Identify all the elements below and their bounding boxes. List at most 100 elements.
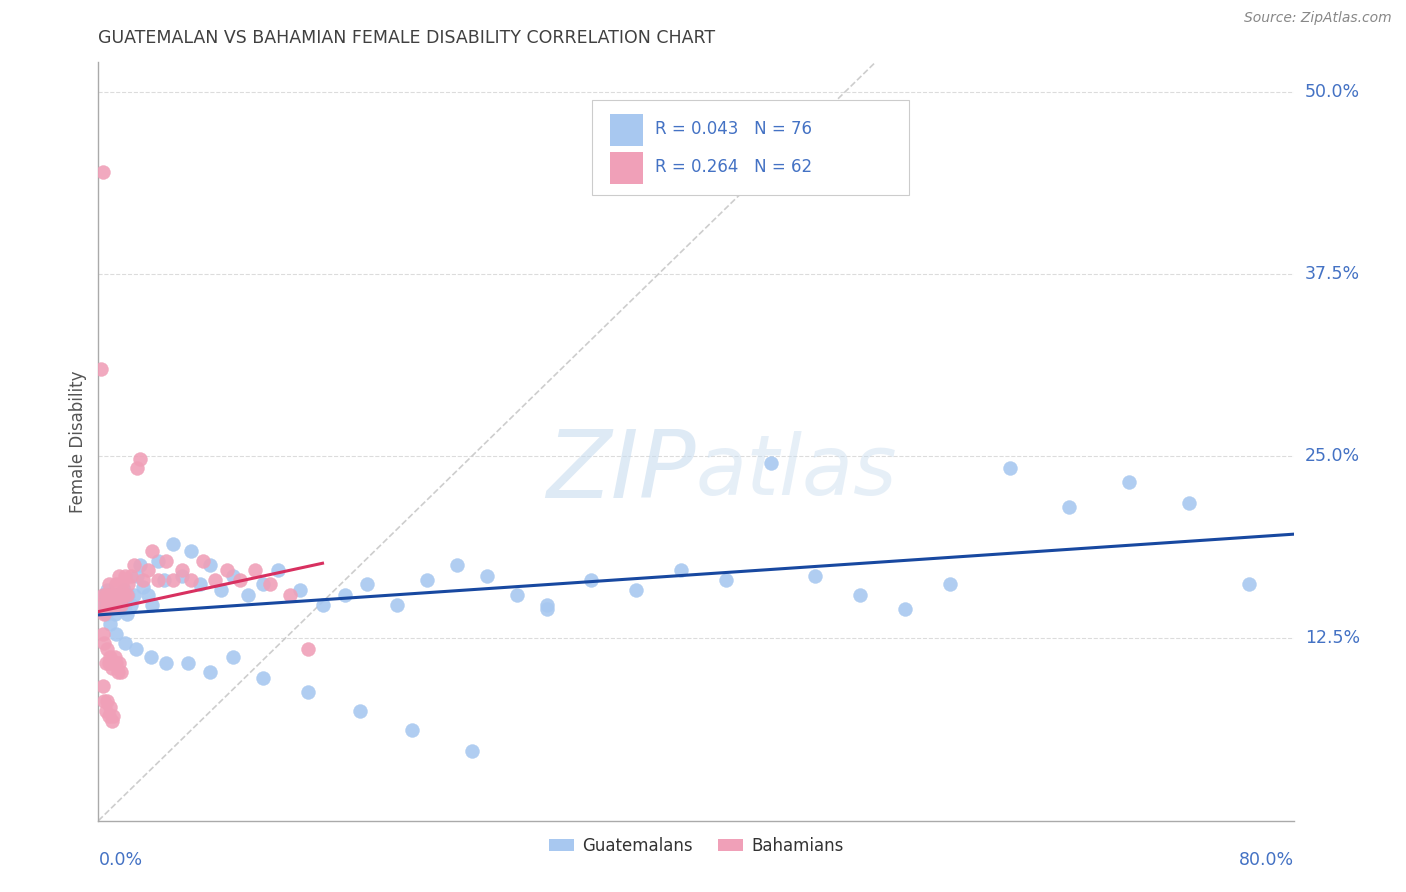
Point [127, 460, 149, 475]
Point [91, 588, 114, 602]
Point [114, 636, 136, 650]
Point [252, 577, 274, 591]
Text: R = 0.264   N = 62: R = 0.264 N = 62 [655, 158, 813, 176]
Point [267, 563, 290, 577]
Point [98, 588, 122, 602]
Point [96, 694, 118, 708]
Point [112, 588, 135, 602]
Point [129, 558, 152, 573]
Point [236, 588, 259, 602]
Text: 25.0%: 25.0% [1305, 447, 1360, 465]
Point [104, 650, 127, 665]
Point [1237, 577, 1260, 591]
Point [475, 568, 498, 582]
Point [105, 577, 128, 591]
Point [172, 563, 194, 577]
Point [849, 588, 872, 602]
Point [124, 558, 146, 573]
Point [1118, 475, 1140, 490]
Point [110, 598, 132, 612]
Text: Source: ZipAtlas.com: Source: ZipAtlas.com [1244, 11, 1392, 25]
Point [125, 641, 148, 656]
Point [229, 573, 252, 587]
Text: 12.5%: 12.5% [1305, 630, 1360, 648]
Point [626, 583, 648, 598]
Point [103, 598, 125, 612]
Point [101, 714, 124, 729]
Point [107, 588, 129, 602]
Point [148, 554, 170, 568]
Point [101, 591, 124, 605]
Point [894, 602, 917, 616]
Point [117, 588, 139, 602]
Point [136, 563, 159, 577]
Point [98, 650, 122, 665]
Point [111, 577, 134, 591]
Point [461, 744, 484, 758]
Point [172, 568, 194, 582]
Point [97, 595, 120, 609]
Point [297, 641, 319, 656]
Point [939, 577, 962, 591]
Point [93, 588, 115, 602]
Point [333, 588, 356, 602]
Point [581, 573, 603, 587]
Point [200, 665, 222, 679]
Point [288, 583, 311, 598]
Point [153, 573, 176, 587]
Point [129, 452, 152, 467]
Point [162, 536, 184, 550]
Point [108, 568, 131, 582]
Point [141, 544, 163, 558]
Point [120, 598, 142, 612]
Point [103, 588, 125, 602]
Point [94, 607, 117, 621]
Point [115, 588, 138, 602]
Point [101, 660, 124, 674]
Point [107, 665, 129, 679]
Point [105, 588, 128, 602]
Point [94, 704, 117, 718]
Point [669, 563, 692, 577]
Point [188, 577, 211, 591]
Point [356, 577, 378, 591]
Point [105, 627, 128, 641]
Point [349, 704, 371, 718]
Point [155, 656, 177, 670]
Point [96, 583, 118, 598]
Point [200, 558, 222, 573]
Point [98, 616, 122, 631]
Point [714, 573, 737, 587]
Point [401, 723, 423, 738]
Text: 50.0%: 50.0% [1305, 83, 1360, 101]
Point [297, 685, 319, 699]
Point [101, 598, 124, 612]
Point [536, 602, 558, 616]
Point [998, 460, 1021, 475]
Point [222, 650, 245, 665]
Point [91, 627, 114, 641]
Point [117, 577, 139, 591]
Point [104, 607, 127, 621]
Point [93, 636, 115, 650]
Point [252, 671, 274, 685]
Point [180, 544, 202, 558]
Point [97, 708, 120, 723]
Point [114, 598, 136, 612]
Point [115, 607, 138, 621]
Point [111, 602, 134, 616]
Point [110, 591, 132, 605]
Point [1178, 496, 1201, 510]
Point [311, 598, 333, 612]
FancyBboxPatch shape [592, 101, 908, 195]
Point [108, 656, 131, 670]
Text: R = 0.043   N = 76: R = 0.043 N = 76 [655, 120, 813, 138]
Point [90, 598, 112, 612]
Point [180, 573, 202, 587]
Legend: Guatemalans, Bahamians: Guatemalans, Bahamians [541, 830, 851, 862]
Text: atlas: atlas [696, 432, 897, 512]
Point [114, 568, 136, 582]
Point [127, 568, 149, 582]
Point [98, 602, 122, 616]
Point [98, 699, 122, 714]
